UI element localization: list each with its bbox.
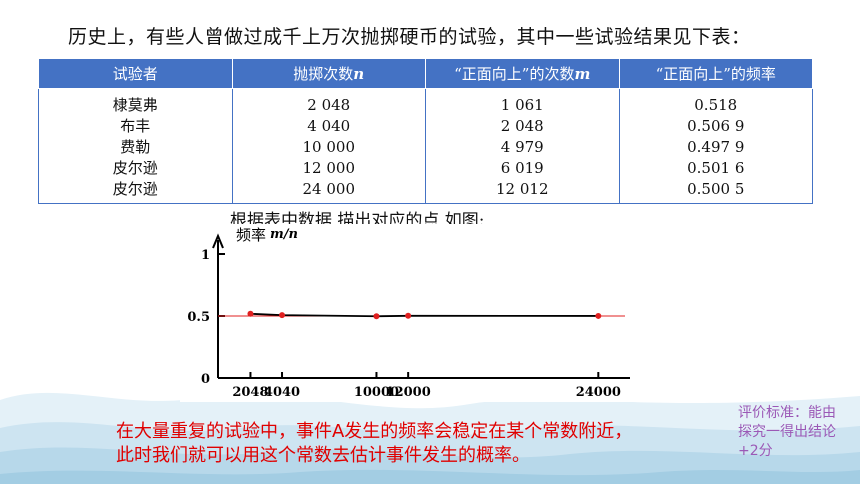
criteria-line-1: 评价标准：能由 (738, 405, 836, 421)
conclusion-line-1: 在大量重复的试验中，事件A发生的频率会稳定在某个常数附近， (116, 421, 633, 442)
cell-heads: 2 048 (500, 117, 544, 135)
intro-text: 历史上，有些人曾做过成千上万次抛掷硬币的试验，其中一些试验结果见下表： (68, 26, 751, 48)
table-header-row: 试验者 抛掷次数n “正面向上”的次数m “正面向上”的频率 (38, 58, 813, 89)
x-tick-label: 12000 (386, 385, 431, 400)
data-point (373, 313, 380, 320)
cell-tosses: 24 000 (302, 180, 356, 198)
cell-frequency: 0.506 9 (687, 117, 745, 135)
cell-name: 费勒 (120, 138, 151, 156)
column-tosses: 2 048 4 040 10 000 12 000 24 000 (231, 88, 426, 204)
data-point (279, 312, 286, 319)
cell-frequency: 0.500 5 (687, 180, 745, 198)
data-point (247, 310, 254, 317)
cell-tosses: 10 000 (302, 138, 356, 156)
y-axis-arrow-icon (212, 233, 224, 249)
cell-name: 布丰 (120, 117, 151, 135)
header-heads-var: m (574, 65, 591, 83)
x-tick-label: 10000 (354, 385, 399, 400)
column-frequency: 0.518 0.506 9 0.497 9 0.501 6 0.500 5 (618, 88, 813, 204)
cell-name: 皮尔逊 (112, 159, 158, 177)
y-axis-label-var: m/n (270, 227, 298, 242)
conclusion-line-2: 此时我们就可以用这个常数去估计事件发生的概率。 (116, 445, 530, 466)
x-tick-label: 2048 (232, 385, 268, 400)
y-tick-label: 0.5 (187, 310, 210, 325)
column-heads: 1 061 2 048 4 979 6 019 12 012 (425, 88, 620, 204)
cell-frequency: 0.501 6 (687, 159, 745, 177)
results-table: 试验者 抛掷次数n “正面向上”的次数m “正面向上”的频率 棣莫弗 布丰 费勒… (38, 58, 813, 204)
cell-frequency: 0.497 9 (687, 138, 745, 156)
header-heads-label: “正面向上”的次数 (454, 65, 575, 83)
x-tick-label: 4040 (264, 385, 300, 400)
conclusion-text: 在大量重复的试验中，事件A发生的频率会稳定在某个常数附近， 此时我们就可以用这个… (116, 420, 632, 468)
data-point (405, 312, 412, 319)
header-tosses-var: n (353, 65, 365, 83)
table-body-row: 棣莫弗 布丰 费勒 皮尔逊 皮尔逊 2 048 4 040 10 000 12 … (38, 88, 813, 204)
evaluation-criteria: 评价标准：能由 探究一得出结论 +2分 (738, 404, 856, 461)
header-frequency: “正面向上”的频率 (618, 58, 813, 89)
cell-heads: 6 019 (500, 159, 544, 177)
cell-name: 皮尔逊 (112, 180, 158, 198)
header-experimenter: 试验者 (38, 58, 233, 89)
y-tick-label: 1 (201, 248, 210, 263)
header-tosses-label: 抛掷次数 (293, 65, 354, 83)
y-axis-label: 频率 (236, 226, 266, 244)
column-experimenter: 棣莫弗 布丰 费勒 皮尔逊 皮尔逊 (38, 88, 233, 204)
cell-tosses: 12 000 (302, 159, 356, 177)
header-heads: “正面向上”的次数m (425, 58, 620, 89)
criteria-line-2: 探究一得出结论 (738, 424, 836, 440)
cell-heads: 12 012 (496, 180, 549, 198)
cell-tosses: 4 040 (307, 117, 351, 135)
cell-name: 棣莫弗 (112, 96, 158, 114)
cell-tosses: 2 048 (307, 96, 351, 114)
y-tick-label: 0 (201, 372, 210, 387)
x-tick-label: 24000 (576, 385, 621, 400)
cell-heads: 4 979 (500, 138, 544, 156)
header-tosses: 抛掷次数n (231, 58, 426, 89)
data-point (595, 312, 602, 319)
criteria-line-3: +2分 (738, 443, 773, 459)
cell-heads: 1 061 (500, 96, 544, 114)
cell-frequency: 0.518 (694, 96, 738, 114)
